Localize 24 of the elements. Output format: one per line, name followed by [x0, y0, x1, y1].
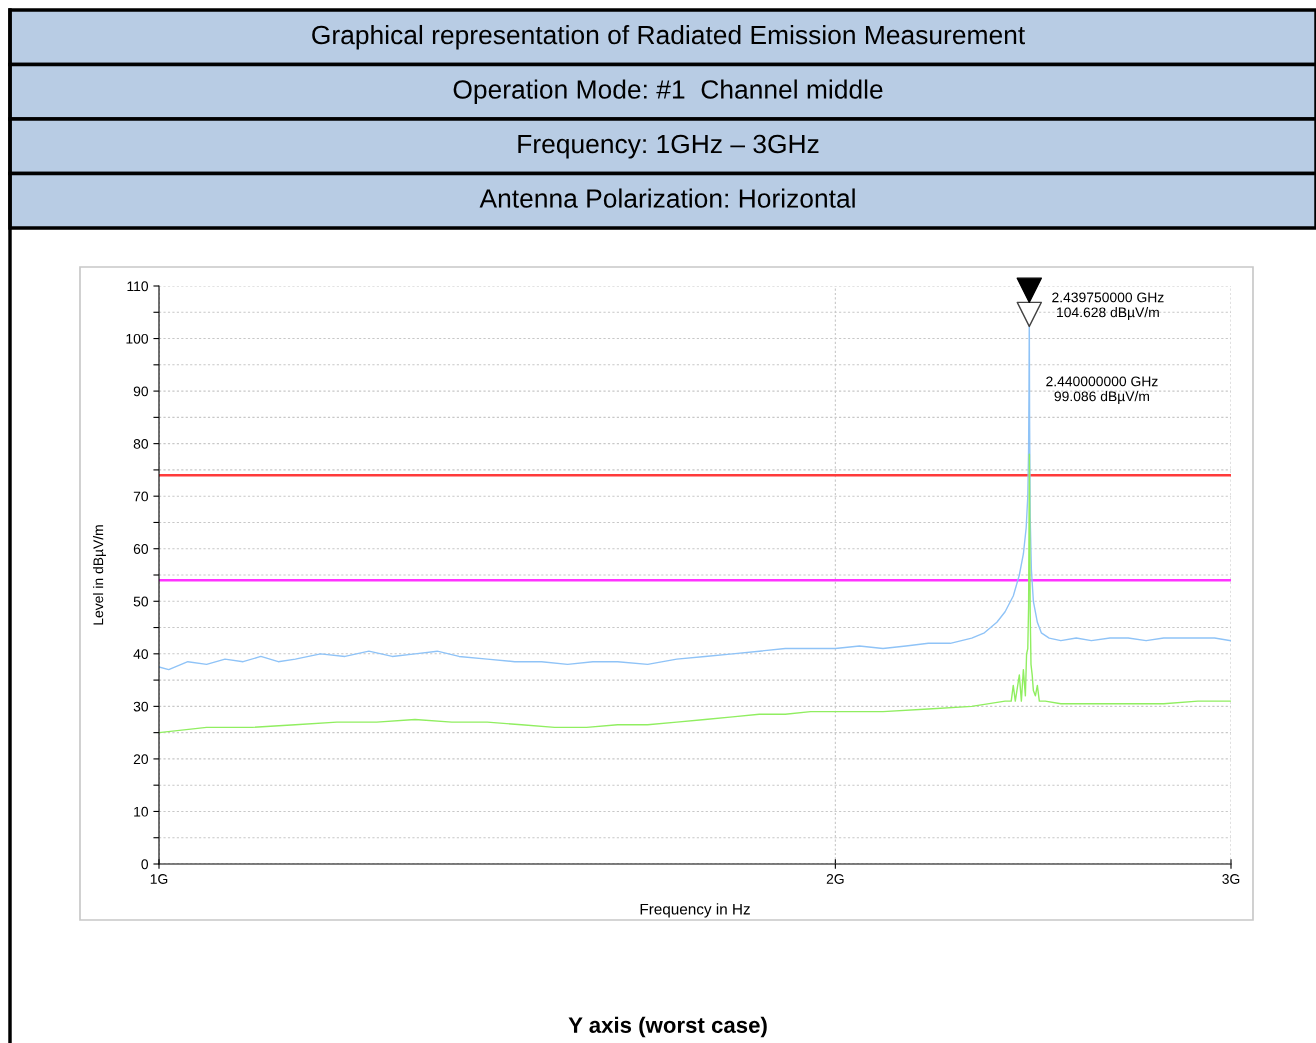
text: Y axis (worst case)	[568, 1016, 767, 1038]
x-tick-label: 2G	[826, 874, 844, 884]
chart-title: Graphical representation of Radiated Emission Measurement	[312, 24, 1025, 50]
y-tick-label: 110	[127, 281, 149, 292]
annotation: 2.439750000 GHz 104.628 dBµV/m	[1052, 292, 1164, 320]
y-tick-label: 60	[133, 544, 149, 554]
y-tick-label: 80	[133, 438, 149, 449]
chart-subtitle: Operation Mode: #1 Channel middle	[453, 79, 883, 105]
y-tick-label: 10	[134, 806, 149, 817]
x-tick-label: 3G	[1222, 874, 1240, 884]
annotation: 2.440000000 GHz 99.086 dBµV/m	[1046, 376, 1158, 404]
y-tick-label: 0	[141, 859, 149, 870]
y-tick-label: 50	[133, 596, 149, 607]
y-tick-label: 30	[133, 701, 149, 712]
y-axis-title: Level in dBµV/m	[93, 525, 106, 625]
y-tick-label: 40	[133, 649, 149, 659]
y-tick-label: 90	[133, 386, 149, 397]
text: Antenna Polarization: Horizontal	[479, 188, 855, 208]
y-tick-label: 70	[133, 491, 149, 502]
y-tick-label: 100	[126, 333, 149, 344]
y-tick-label: 20	[133, 754, 149, 765]
x-axis-title: Frequency in Hz	[640, 903, 750, 918]
x-tick-label: 1G	[150, 874, 168, 884]
text: Frequency: 1GHz – 3GHz	[518, 134, 819, 159]
